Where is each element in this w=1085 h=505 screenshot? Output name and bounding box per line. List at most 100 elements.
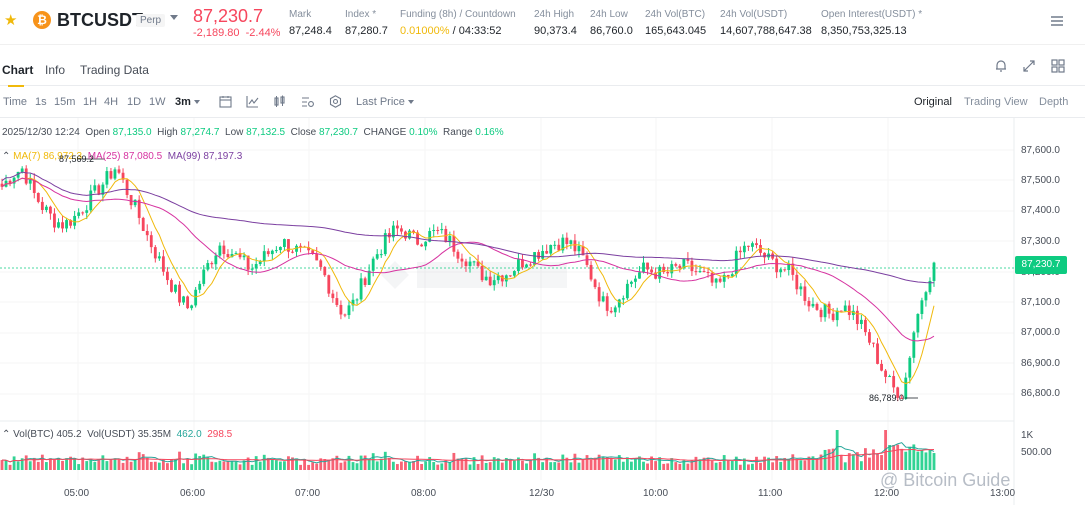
symbol-dropdown-icon[interactable] [170,15,178,20]
timeframe-15m[interactable]: 15m [54,96,76,108]
timeframe-3m[interactable]: 3m [175,96,200,108]
timeframe-1h[interactable]: 1H [83,96,98,108]
active-tab-indicator [8,85,24,87]
candle-body [210,263,214,265]
volume-bar [230,461,234,470]
volume-bar [742,458,746,470]
symbol-name[interactable]: BTCUSDT [57,10,143,30]
volume-bar [145,457,149,470]
candle-body [311,250,315,254]
volume-bar [178,451,181,470]
x-tick-label: 12/30 [529,488,555,499]
indicator-settings-icon[interactable] [301,95,314,108]
candle-body [464,261,468,267]
layout-grid-icon[interactable] [1051,59,1065,73]
tab-chart[interactable]: Chart [2,63,34,77]
candle-body [121,172,125,180]
candle-body [395,225,399,229]
collapse-chevron-icon[interactable]: ⌃ [2,429,11,440]
timeframe-time[interactable]: Time [3,96,28,108]
volume-bar [678,463,682,470]
candle-body [57,222,60,228]
volume-bar [28,461,32,470]
candle-body [234,253,238,255]
ma99-line [1,171,935,284]
volume-bar [916,451,920,470]
candle-body [367,270,371,285]
candle-body [363,278,367,285]
candle-body [912,332,916,358]
candle-body [694,271,698,273]
volume-tick-label: 500.00 [1021,447,1052,458]
x-tick-label: 07:00 [295,488,321,499]
volume-bar [835,430,839,470]
candle-body [339,304,343,315]
candle-body [686,258,690,261]
tab-trading-data[interactable]: Trading Data [80,63,149,77]
bell-icon[interactable] [994,59,1008,73]
x-tick-label: 05:00 [64,488,90,499]
tab-info[interactable]: Info [45,63,66,77]
candle-body [863,319,867,333]
volume-bar [452,452,456,470]
view-trading-view[interactable]: Trading View [964,96,1028,108]
volume-bar [726,460,730,470]
candle-body [545,251,549,254]
view-depth[interactable]: Depth [1039,96,1069,108]
y-tick-label: 86,900.0 [1021,358,1060,369]
timeframe-4h[interactable]: 4H [104,96,119,108]
volume-bar [613,459,617,470]
candle-body [529,264,532,266]
line-chart-icon[interactable] [246,95,259,108]
candle-body [710,272,714,283]
volume-bar [77,464,81,470]
volume-bar [581,459,585,470]
candle-body [480,265,484,281]
volume-bar [597,454,601,470]
volume-bar [763,456,766,470]
volume-bar [718,461,722,470]
volume-bar [371,453,375,470]
collapse-chevron-icon[interactable]: ⌃ [2,151,11,162]
candle-body [650,269,653,273]
favorite-star-icon[interactable]: ★ [4,12,18,29]
volume-bar [545,457,549,470]
volume-bar [561,454,565,470]
volume-bar [4,460,8,470]
candle-type-icon[interactable] [273,95,286,108]
candle-body [674,264,678,266]
volume-bar [464,457,468,470]
stat-index[interactable]: Index * 87,280.7 [345,9,388,37]
settings-gear-icon[interactable] [329,95,342,108]
candle-body [65,220,68,229]
more-menu-icon[interactable] [1050,14,1064,28]
candle-body [16,171,20,178]
view-original[interactable]: Original [914,96,952,108]
volume-bar [24,455,28,470]
candlestick-chart[interactable] [0,118,1085,505]
volume-bar [387,457,391,470]
candle-body [141,217,145,232]
timeframe-1s[interactable]: 1s [35,96,47,108]
candle-body [194,289,198,306]
volume-bar [714,462,718,470]
volume-bar [85,461,89,470]
volume-bar [166,463,169,470]
volume-bar [791,454,795,470]
candle-body [823,303,827,318]
candle-body [617,299,621,308]
volume-bar [400,461,403,470]
volume-bar [81,457,85,470]
candle-body [779,269,783,273]
candle-body [565,237,569,244]
volume-bar [751,463,754,470]
candle-body [93,185,97,191]
expand-icon[interactable] [1022,59,1036,73]
stat-open-interest[interactable]: Open Interest(USDT) * 8,350,753,325.13 [821,9,923,37]
timeframe-1d[interactable]: 1D [127,96,142,108]
timeframe-1w[interactable]: 1W [149,96,166,108]
price-type-select[interactable]: Last Price [356,96,414,108]
calendar-icon[interactable] [219,95,232,108]
candle-body [460,258,464,262]
volume-bar [863,448,867,470]
